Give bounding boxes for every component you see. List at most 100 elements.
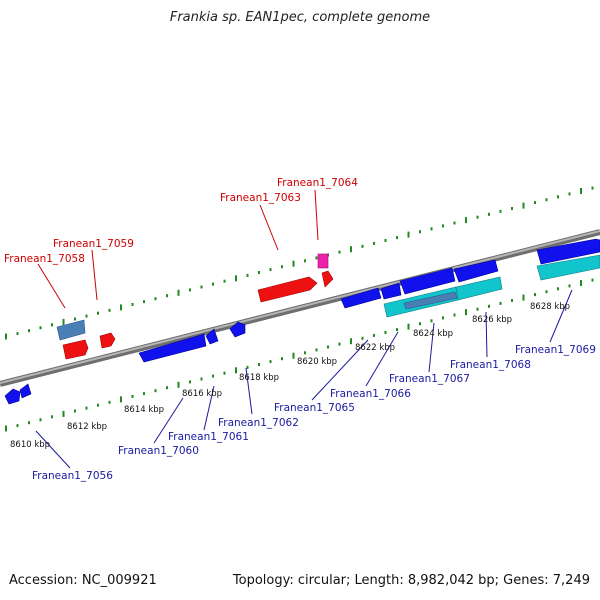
tick-mark	[292, 260, 295, 267]
cds-cyan-2[interactable]	[455, 276, 503, 301]
tick-mark	[430, 227, 433, 231]
coord-8616: 8616 kbp	[182, 389, 222, 399]
tick-mark	[361, 336, 364, 340]
label-franean1-7065[interactable]: Franean1_7065	[274, 402, 355, 414]
coord-8610: 8610 kbp	[10, 440, 50, 450]
label-franean1-7056[interactable]: Franean1_7056	[32, 470, 113, 482]
tick-mark	[62, 410, 65, 417]
tick-mark	[304, 259, 306, 263]
tick-mark	[51, 323, 53, 327]
gene-franean1-7068[interactable]	[453, 259, 499, 283]
gene-franean1-7063[interactable]	[257, 276, 318, 303]
tick-mark	[430, 319, 433, 323]
tick-mark	[62, 318, 65, 325]
tick-mark	[269, 360, 272, 364]
tick-mark	[315, 256, 318, 260]
tick-mark	[120, 304, 122, 311]
reverse-label-connectors	[35, 289, 573, 469]
gene-franean1-7058[interactable]	[62, 339, 89, 360]
tick-mark	[200, 377, 203, 381]
tick-mark	[453, 221, 456, 225]
gene-franean1-7067[interactable]	[399, 267, 456, 295]
tick-mark	[39, 418, 42, 422]
label-franean1-7066[interactable]: Franean1_7066	[330, 388, 411, 400]
coord-8622: 8622 kbp	[355, 343, 395, 353]
forward-label-connectors	[37, 189, 319, 309]
gene-franean1-7061[interactable]	[205, 328, 219, 345]
tick-mark	[338, 342, 341, 346]
gene-franean1-7062[interactable]	[229, 321, 246, 338]
tick-mark	[246, 273, 249, 277]
coord-8624: 8624 kbp	[413, 329, 453, 339]
gene-franean1-7066[interactable]	[380, 282, 402, 300]
cds-steel-upper-left[interactable]	[56, 319, 86, 341]
coord-8620: 8620 kbp	[297, 357, 337, 367]
pseudogene-magenta[interactable]	[317, 253, 329, 269]
tick-mark	[120, 396, 122, 403]
tick-mark	[143, 392, 145, 396]
label-franean1-7063[interactable]: Franean1_7063	[220, 192, 301, 204]
label-franean1-7067[interactable]: Franean1_7067	[389, 373, 470, 385]
cds-cyan-3[interactable]	[536, 254, 600, 281]
forward-genes	[56, 253, 334, 360]
tick-mark	[154, 389, 157, 393]
gene-franean1-7056b[interactable]	[19, 383, 32, 399]
tick-mark	[327, 345, 329, 349]
label-franean1-7064[interactable]: Franean1_7064	[277, 177, 358, 189]
tick-mark	[499, 209, 502, 213]
tick-mark	[223, 279, 226, 283]
tick-mark	[453, 313, 456, 317]
tick-mark	[338, 250, 341, 254]
tick-mark	[39, 326, 42, 330]
gene-franean1-7064[interactable]	[321, 270, 334, 288]
label-franean1-7062[interactable]: Franean1_7062	[218, 417, 299, 429]
tick-mark	[258, 271, 260, 274]
tick-mark	[74, 409, 76, 413]
tick-mark	[557, 195, 559, 199]
tick-mark	[407, 323, 410, 330]
map-title: Frankia sp. EAN1pec, complete genome	[169, 10, 431, 25]
gene-franean1-7060[interactable]	[138, 333, 207, 363]
reverse-gene-labels: Franean1_7056 Franean1_7060 Franean1_706…	[32, 344, 596, 482]
label-franean1-7058[interactable]: Franean1_7058	[4, 253, 85, 265]
tick-mark	[373, 241, 375, 245]
gene-franean1-7056[interactable]	[4, 388, 21, 405]
tick-mark	[177, 289, 180, 296]
tick-mark	[534, 293, 536, 297]
gene-franean1-7059[interactable]	[99, 332, 116, 349]
tick-mark	[442, 224, 444, 228]
tick-mark	[16, 424, 19, 428]
tick-mark	[212, 374, 214, 378]
label-franean1-7068[interactable]: Franean1_7068	[450, 359, 531, 371]
tick-mark	[373, 333, 375, 337]
tick-mark	[97, 311, 99, 315]
label-franean1-7059[interactable]: Franean1_7059	[53, 238, 134, 250]
tick-mark	[384, 239, 387, 242]
label-franean1-7060[interactable]: Franean1_7060	[118, 445, 199, 457]
tick-mark	[74, 317, 76, 321]
tick-mark	[580, 280, 582, 286]
genome-summary-text: Topology: circular; Length: 8,982,042 bp…	[232, 573, 590, 588]
tick-mark	[591, 278, 594, 282]
tick-mark	[476, 215, 479, 219]
lower-tick-track	[5, 278, 594, 432]
tick-mark	[154, 297, 157, 301]
tick-mark	[131, 395, 134, 398]
tick-mark	[51, 415, 53, 419]
tick-mark	[5, 333, 7, 340]
tick-mark	[28, 329, 30, 333]
tick-mark	[177, 381, 180, 388]
gene-franean1-7065[interactable]	[340, 287, 382, 309]
tick-mark	[189, 288, 191, 292]
tick-mark	[292, 352, 295, 359]
tick-mark	[407, 231, 410, 238]
tick-mark	[223, 371, 226, 375]
label-franean1-7069[interactable]: Franean1_7069	[515, 344, 596, 356]
gene-franean1-7069[interactable]	[536, 238, 600, 265]
coord-8612: 8612 kbp	[67, 422, 107, 432]
tick-mark	[16, 332, 19, 336]
tick-mark	[200, 285, 203, 289]
label-franean1-7061[interactable]: Franean1_7061	[168, 431, 249, 443]
tick-mark	[350, 338, 352, 345]
cds-steel-lower[interactable]	[403, 291, 458, 310]
